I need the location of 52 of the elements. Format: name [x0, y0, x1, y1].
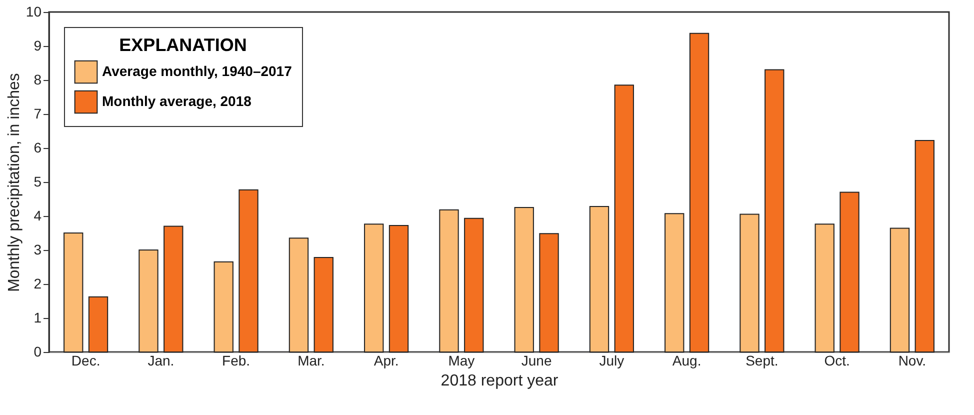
- y-tick-label: 7: [34, 106, 42, 122]
- bar: [88, 296, 108, 352]
- y-tick-label: 2: [34, 276, 42, 292]
- bar: [740, 214, 760, 352]
- bar: [314, 256, 334, 352]
- bar: [138, 250, 158, 352]
- x-tick-label: Dec.: [71, 352, 100, 368]
- x-tick-label: July: [599, 352, 624, 368]
- y-tick-label: 9: [34, 38, 42, 54]
- bar: [890, 228, 910, 352]
- bar: [214, 261, 234, 352]
- legend-label: Monthly average, 2018: [102, 93, 252, 109]
- bar: [288, 238, 309, 352]
- x-tick-label: Jan.: [148, 352, 174, 368]
- x-tick-label: June: [521, 352, 552, 368]
- bar: [814, 224, 834, 352]
- bar: [364, 224, 384, 352]
- legend-title: EXPLANATION: [119, 35, 247, 55]
- bar: [164, 226, 184, 352]
- bar: [840, 192, 860, 352]
- bar: [64, 232, 84, 352]
- x-tick-label: Feb.: [222, 352, 250, 368]
- bar: [514, 207, 534, 352]
- bar: [439, 209, 459, 352]
- y-tick-label: 1: [34, 310, 42, 326]
- x-tick-label: Apr.: [374, 352, 399, 368]
- bar: [238, 189, 258, 352]
- bar: [464, 218, 484, 352]
- bar: [914, 140, 934, 352]
- x-axis-title: 2018 report year: [440, 372, 559, 390]
- x-tick-label: Nov.: [898, 352, 926, 368]
- y-axis-title: Monthly precipitation, in inches: [6, 73, 23, 292]
- y-tick-label: 4: [34, 208, 42, 224]
- x-tick-label: Aug.: [672, 352, 702, 368]
- y-tick-label: 3: [34, 242, 42, 258]
- y-tick-label: 6: [34, 140, 42, 156]
- legend-label: Average monthly, 1940–2017: [102, 63, 292, 79]
- x-tick-label: Sept.: [746, 352, 778, 368]
- bar: [614, 84, 634, 352]
- x-tick-label: Oct.: [824, 352, 850, 368]
- x-tick-label: Mar.: [298, 352, 325, 368]
- y-tick-label: 5: [34, 174, 42, 190]
- bar: [764, 69, 784, 352]
- y-tick-label: 0: [34, 344, 42, 360]
- x-tick-label: May: [448, 352, 475, 368]
- y-tick-label: 8: [34, 72, 42, 88]
- bar: [589, 206, 610, 352]
- bar: [689, 32, 710, 352]
- y-tick-label: 10: [26, 4, 42, 20]
- bar: [664, 213, 684, 352]
- bar: [388, 225, 409, 352]
- bar: [539, 233, 559, 352]
